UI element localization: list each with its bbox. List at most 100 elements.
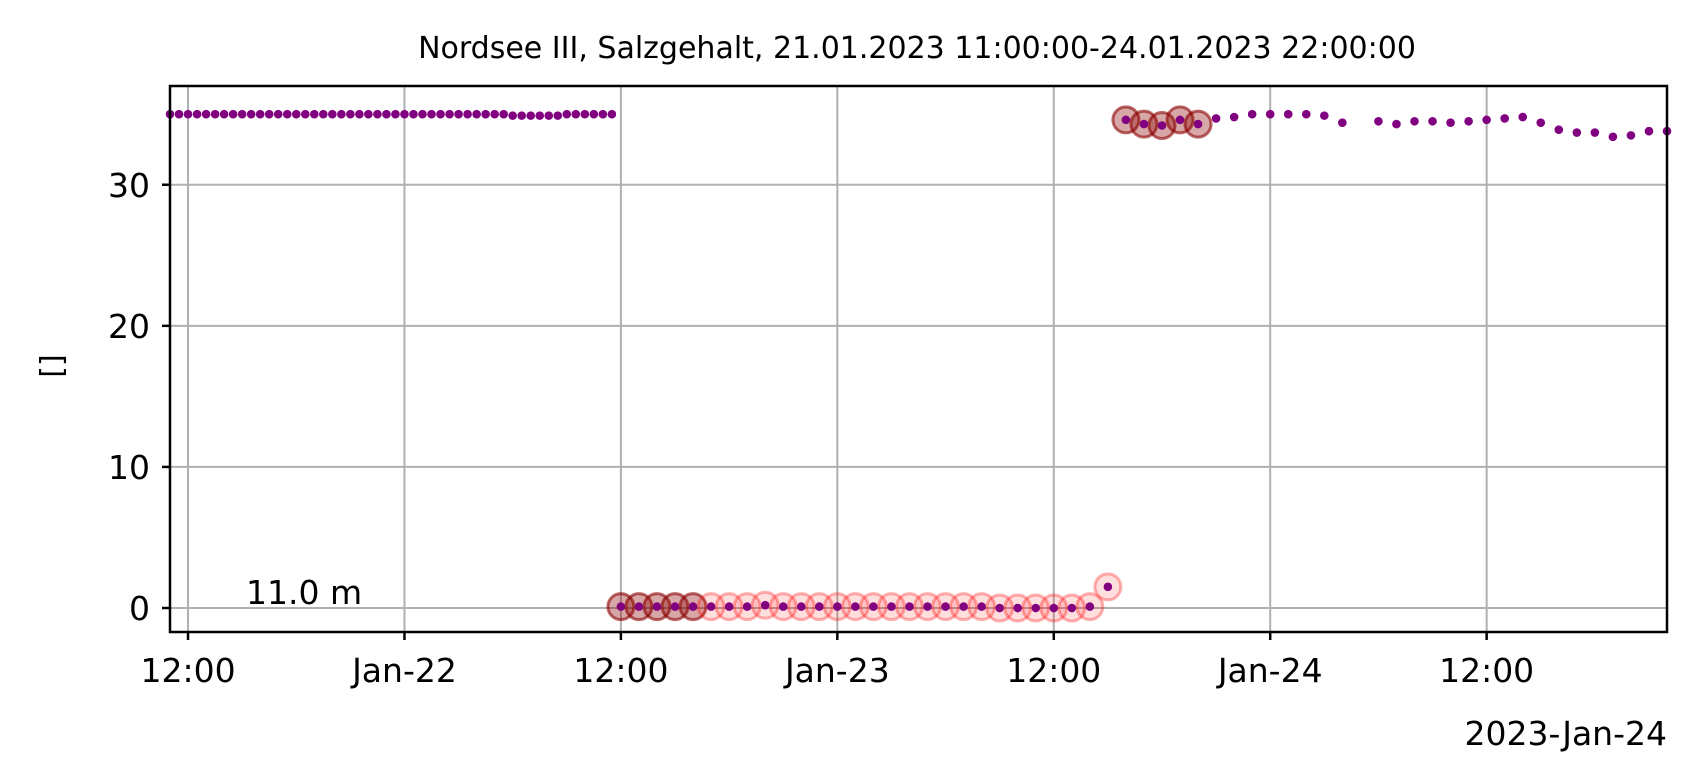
data-point [391, 109, 400, 119]
data-point [364, 109, 373, 119]
data-point [192, 109, 202, 119]
data-point [246, 109, 256, 119]
data-point [535, 111, 545, 120]
data-point [1229, 112, 1239, 122]
data-point [355, 109, 364, 119]
y-tick-label: 30 [108, 166, 150, 205]
data-point [1554, 125, 1564, 135]
data-point [1428, 116, 1437, 126]
data-point [833, 602, 842, 611]
data-point [923, 602, 932, 611]
data-point [1283, 109, 1293, 119]
data-point [887, 602, 896, 611]
data-point [571, 109, 581, 119]
data-point [282, 109, 292, 119]
data-point [1247, 109, 1257, 119]
y-axis-ticks: 0 10 20 30 [108, 166, 170, 628]
data-point [634, 602, 644, 611]
data-point [1374, 116, 1383, 126]
data-point [499, 109, 508, 119]
data-point [1644, 126, 1654, 136]
data-point [607, 109, 617, 119]
data-point [228, 109, 238, 119]
data-point [851, 602, 860, 611]
data-point [1608, 132, 1618, 142]
data-point [1626, 131, 1636, 140]
data-point [382, 109, 391, 119]
data-point [1121, 115, 1131, 125]
data-point [589, 109, 599, 119]
data-point [219, 109, 229, 119]
data-point [1590, 128, 1600, 137]
data-point [544, 111, 554, 120]
data-point [1175, 115, 1185, 125]
data-point [760, 600, 770, 610]
data-point [562, 109, 572, 119]
data-point [454, 109, 463, 119]
data-point [1139, 119, 1149, 129]
y-axis-label: [] [35, 354, 70, 377]
data-point [418, 109, 427, 119]
data-point [869, 602, 878, 611]
data-point [291, 109, 301, 119]
data-point [373, 109, 382, 119]
data-point [237, 109, 247, 119]
data-point [815, 602, 824, 611]
data-point [337, 109, 346, 119]
data-point [1446, 118, 1455, 127]
grid-layer [170, 86, 1667, 632]
data-point [463, 109, 472, 119]
data-point [210, 109, 220, 119]
data-point [409, 109, 418, 119]
data-point [1157, 121, 1167, 130]
data-point [688, 602, 698, 611]
data-point [183, 109, 193, 119]
data-point [517, 111, 527, 120]
x-axis-offset-label: 2023-Jan-24 [1465, 714, 1668, 753]
data-point [742, 602, 752, 611]
data-points [165, 109, 1672, 613]
data-point [273, 109, 283, 119]
data-point [309, 109, 319, 119]
data-point [905, 602, 914, 611]
data-point [445, 109, 454, 119]
data-point [436, 109, 445, 119]
x-tick-label: 12:00 [1006, 651, 1101, 690]
data-point [995, 603, 1004, 613]
data-point [1211, 114, 1221, 123]
data-point [1464, 116, 1473, 126]
data-point [255, 109, 265, 119]
data-point [1193, 119, 1203, 129]
data-point [1338, 118, 1347, 127]
data-point [1320, 111, 1329, 120]
data-point [706, 602, 716, 611]
x-tick-label: Jan-23 [783, 651, 890, 690]
data-point [1410, 116, 1419, 126]
data-point [977, 602, 986, 611]
x-tick-label: 12:00 [573, 651, 668, 690]
data-point [346, 109, 355, 119]
y-tick-label: 20 [108, 307, 150, 346]
data-point [1500, 114, 1509, 123]
x-axis-ticks: 12:00 Jan-22 12:00 Jan-23 12:00 Jan-24 12:00 [140, 632, 1534, 690]
data-point [1103, 582, 1113, 592]
data-point [526, 111, 536, 120]
x-tick-label: Jan-24 [1216, 651, 1323, 690]
data-point [490, 109, 499, 119]
chart-title: Nordsee III, Salzgehalt, 21.01.2023 11:0… [418, 31, 1416, 66]
data-point [553, 111, 563, 120]
data-point [1049, 603, 1059, 613]
data-point [472, 109, 481, 119]
data-point [670, 602, 680, 611]
data-point [1265, 109, 1275, 119]
data-point [959, 602, 968, 611]
data-point [724, 602, 734, 611]
data-point [616, 602, 626, 611]
data-point [481, 109, 490, 119]
data-point [796, 602, 806, 611]
data-point [328, 109, 337, 119]
data-point [1013, 603, 1022, 613]
y-tick-label: 10 [108, 448, 150, 487]
x-tick-label: Jan-22 [350, 651, 457, 690]
